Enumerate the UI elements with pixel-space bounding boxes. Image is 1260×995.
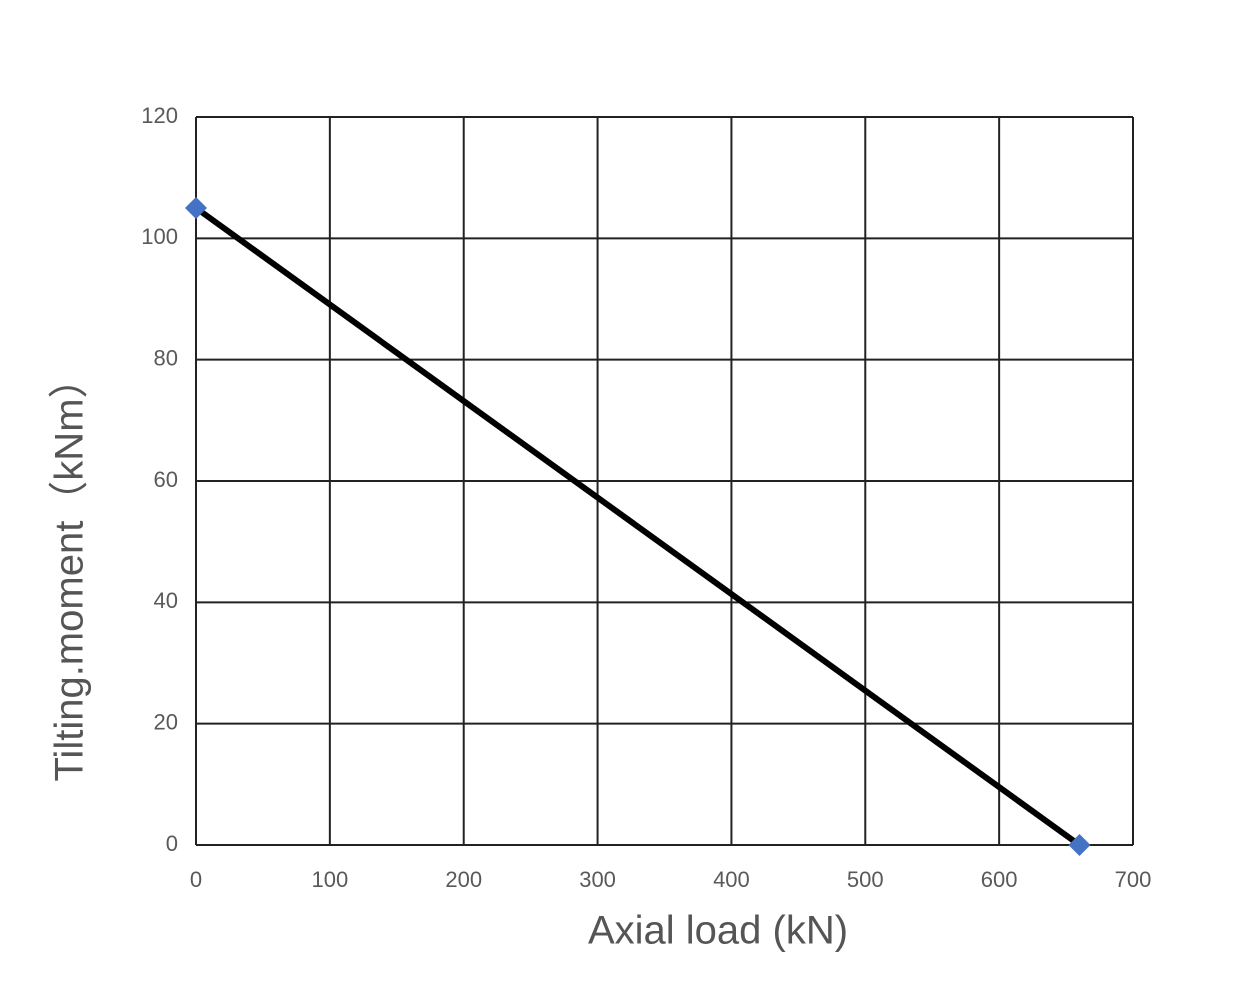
y-tick-label: 20 xyxy=(154,709,178,734)
x-tick-label: 0 xyxy=(190,867,202,892)
x-tick-label: 700 xyxy=(1115,867,1152,892)
y-tick-label: 40 xyxy=(154,588,178,613)
y-tick-label: 0 xyxy=(166,831,178,856)
x-axis-title: Axial load (kN) xyxy=(588,909,848,953)
x-tick-label: 600 xyxy=(981,867,1018,892)
marker xyxy=(1068,834,1091,856)
series-line xyxy=(194,205,1082,848)
y-tick-label: 80 xyxy=(154,345,178,370)
x-tick-label: 100 xyxy=(311,867,348,892)
x-tick-label: 500 xyxy=(847,867,884,892)
y-tick-label: 60 xyxy=(154,467,178,492)
marker xyxy=(185,197,207,219)
x-tick-label: 300 xyxy=(579,867,616,892)
y-tick-label: 100 xyxy=(141,224,178,249)
y-axis-title: Tilting.moment（kNm） xyxy=(48,358,92,781)
x-tick-label: 200 xyxy=(445,867,482,892)
y-tick-label: 120 xyxy=(141,103,178,128)
x-tick-label: 400 xyxy=(713,867,750,892)
